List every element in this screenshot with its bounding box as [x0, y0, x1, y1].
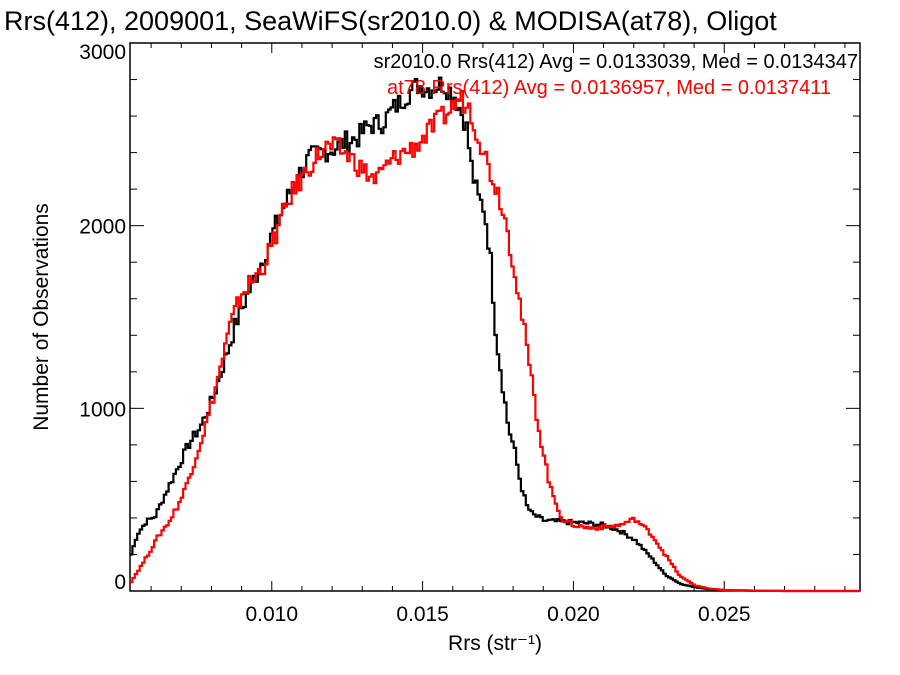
x-tick-label: 0.015: [396, 603, 449, 626]
plot-frame: [129, 42, 861, 592]
x-tick-label: 0.025: [698, 603, 751, 626]
legend-entry-at78: at78 Rrs(412) Avg = 0.0136957, Med = 0.0…: [387, 77, 831, 99]
chart-title: Rrs(412), 2009001, SeaWiFS(sr2010.0) & M…: [4, 6, 777, 36]
series-group: [130, 76, 860, 593]
legend-entry-sr2010: sr2010.0 Rrs(412) Avg = 0.0133039, Med =…: [374, 51, 858, 73]
series-line-0: [130, 76, 860, 593]
x-axis: 0.010 0.015 0.020 0.025: [150, 43, 846, 626]
series-line-1: [130, 90, 860, 593]
x-axis-title: Rrs (str⁻¹): [448, 632, 542, 655]
y-axis-title: Number of Observations: [30, 203, 53, 431]
y-axis: 0 1000 2000 3000: [79, 41, 860, 594]
x-tick-label: 0.020: [547, 603, 600, 626]
y-tick-label: 3000: [79, 41, 126, 64]
y-tick-label: 1000: [79, 398, 126, 421]
y-tick-label: 2000: [79, 216, 126, 239]
y-tick-label: 0: [114, 571, 126, 594]
x-tick-label: 0.010: [245, 603, 298, 626]
